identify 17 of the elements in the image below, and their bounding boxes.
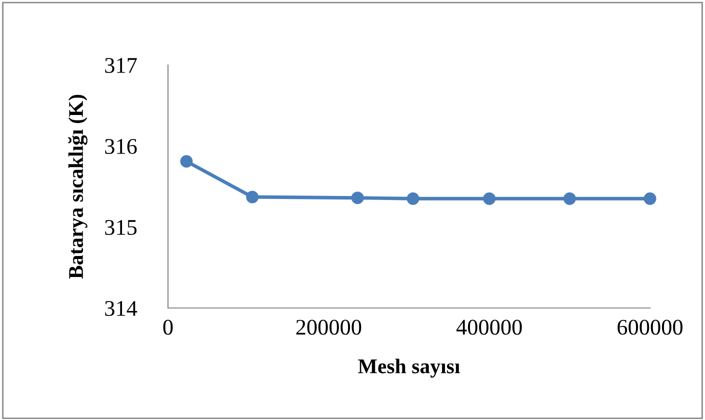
x-tick-label: 200000	[296, 320, 362, 335]
y-tick-label: 316	[105, 138, 137, 154]
y-tick-label: 315	[105, 220, 137, 235]
y-tick-label: 317	[105, 58, 137, 73]
x-tick-label: 400000	[456, 320, 522, 335]
point	[406, 192, 420, 205]
y-tick-label: 314	[105, 300, 138, 316]
y-axis-title: Batarya sıcaklığı (K)	[68, 94, 88, 279]
x-axis-title: Mesh sayısı	[358, 358, 460, 378]
x-tick-label: 600000	[618, 320, 682, 335]
point	[351, 192, 364, 204]
point	[644, 192, 656, 205]
point	[563, 192, 576, 205]
x-tick-label: 0	[163, 320, 173, 335]
point	[180, 155, 193, 168]
point	[246, 190, 259, 204]
point	[483, 192, 496, 205]
